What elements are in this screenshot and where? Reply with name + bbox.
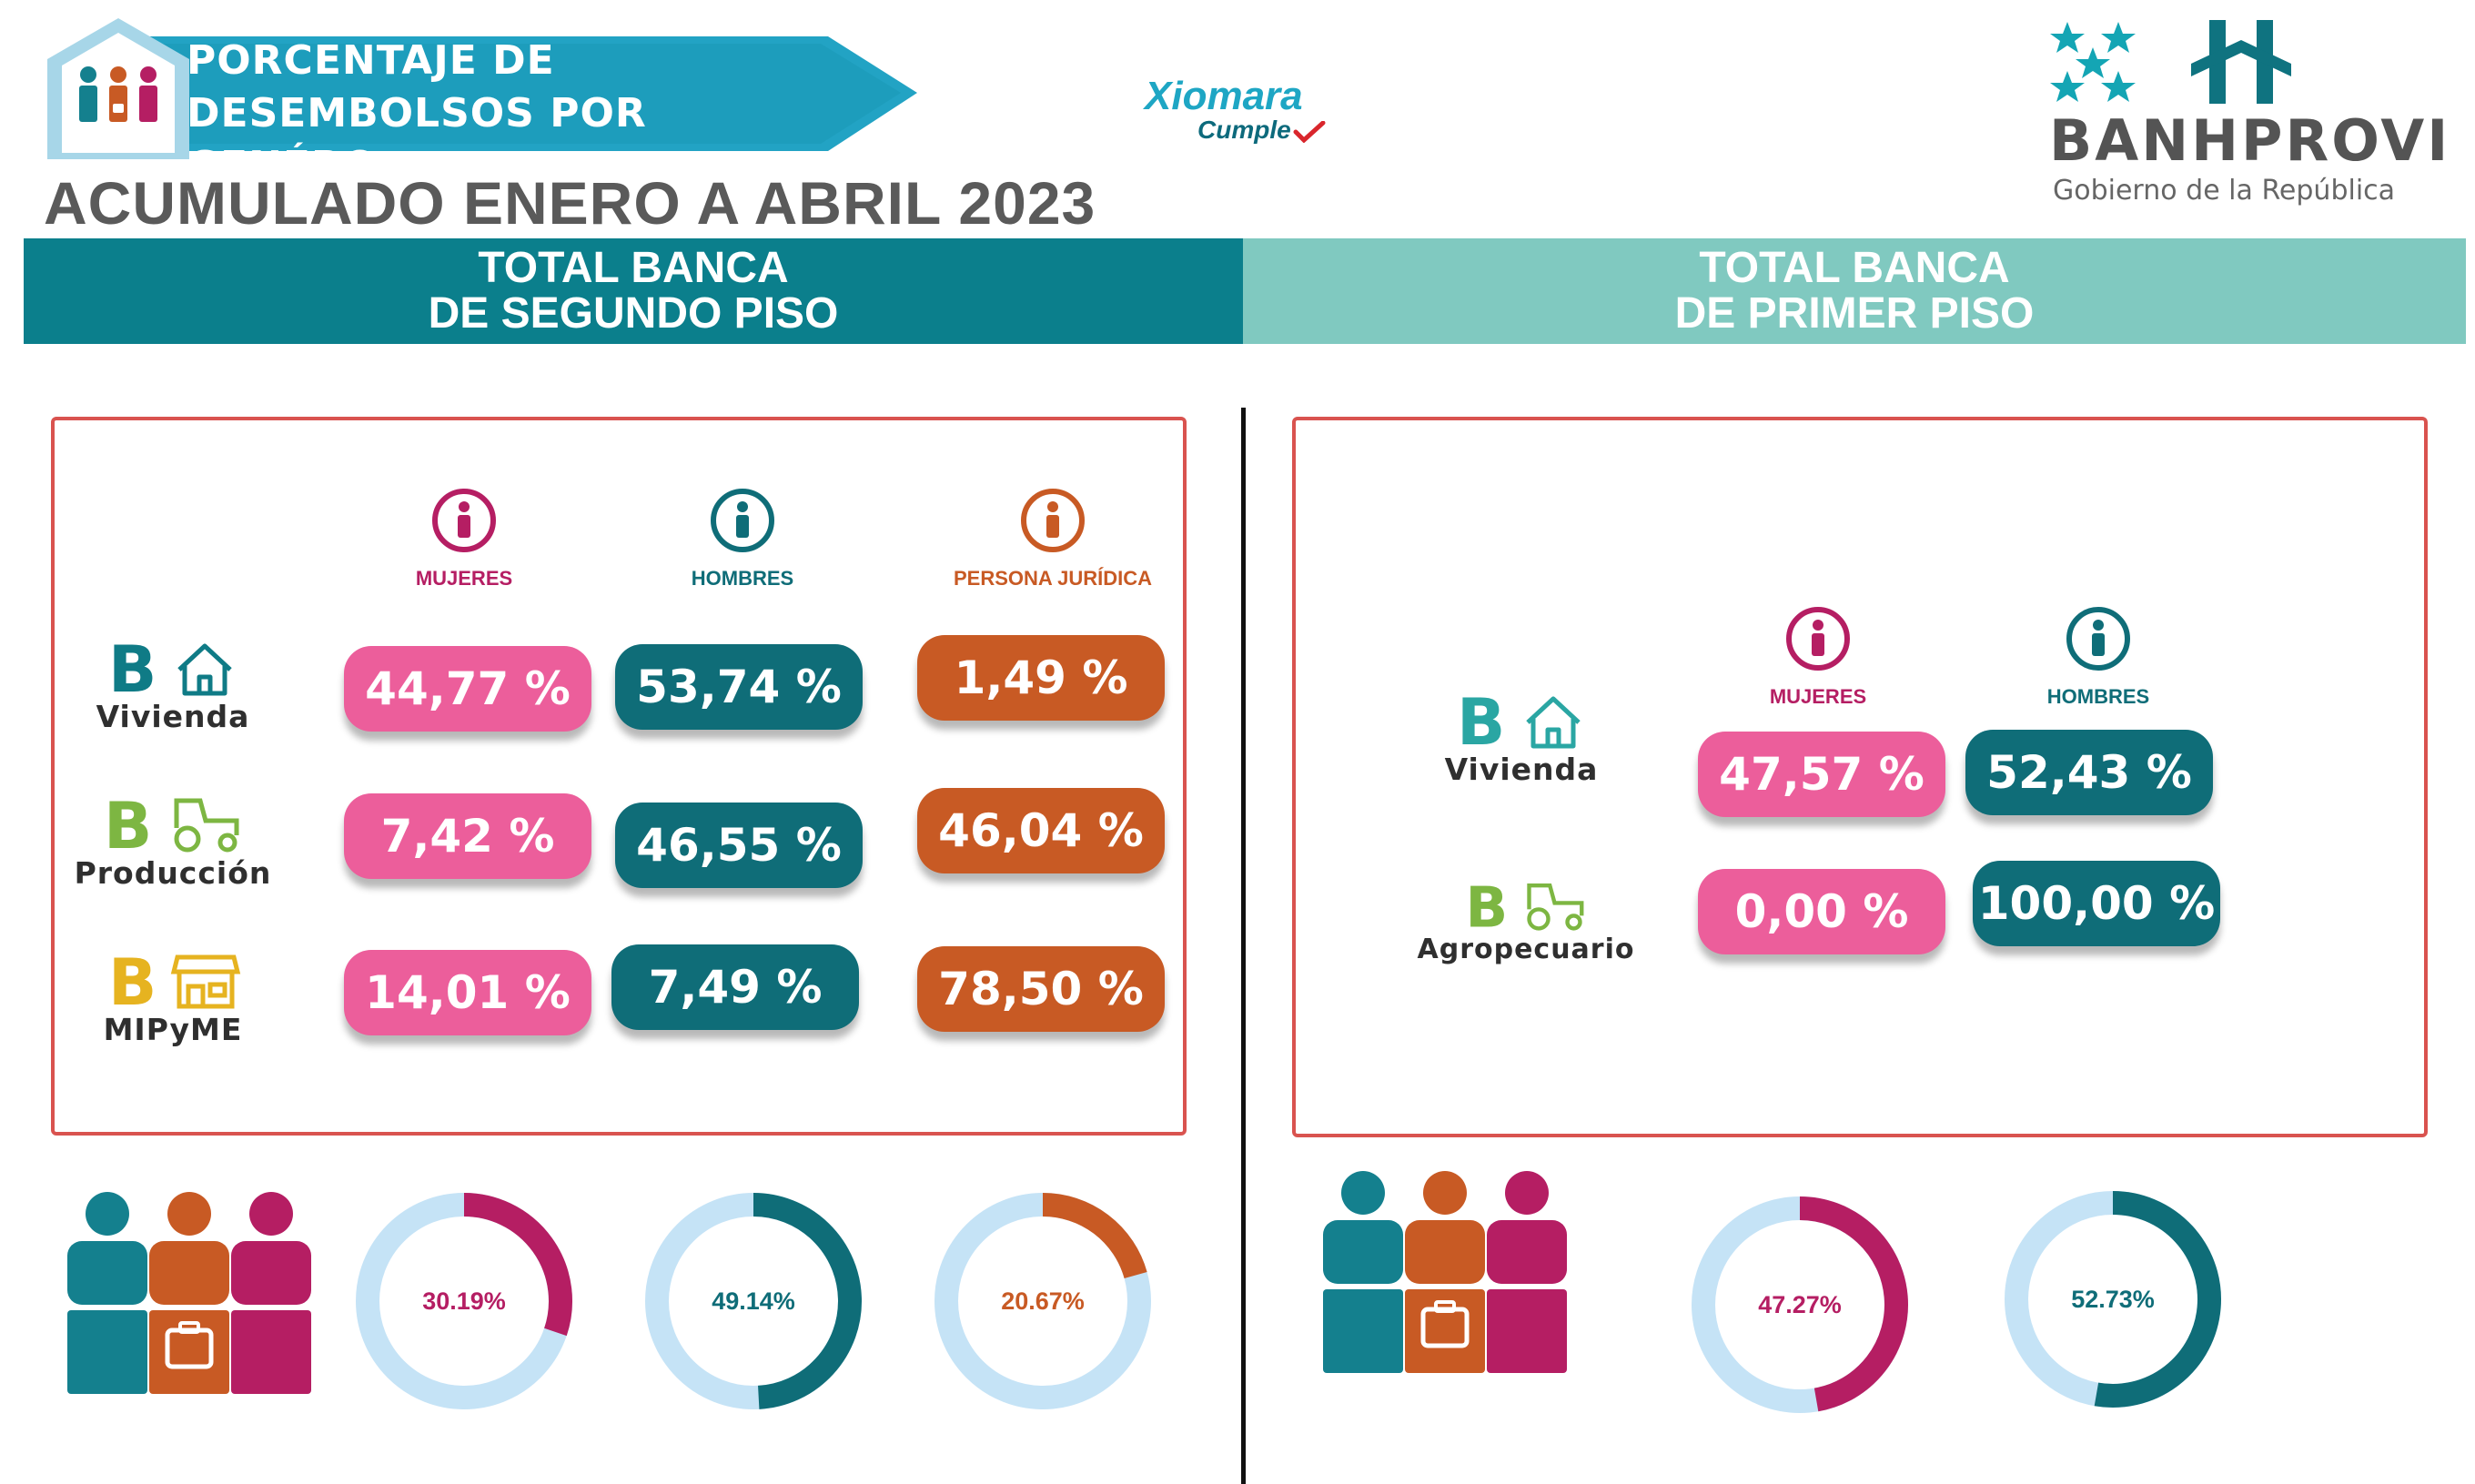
person-circle-icon <box>1021 489 1085 552</box>
table-panel-primer-piso <box>1292 417 2428 1137</box>
donut-mujeres-segundo-piso: 30.19% <box>346 1183 582 1419</box>
value-pill-agropecuario-mujeres: 0,00 % <box>1698 869 1945 954</box>
person-circle-icon <box>1786 607 1850 671</box>
value-pill-agropecuario-hombres: 100,00 % <box>1973 861 2220 946</box>
value-pill-vivienda-mujeres: 47,57 % <box>1698 732 1945 817</box>
section-left-line-2: DE SEGUNDO PISO <box>428 289 839 338</box>
donut-label: 20.67% <box>1001 1287 1085 1315</box>
person-circle-icon <box>432 489 496 552</box>
title-text: PORCENTAJE DE DESEMBOLSOS POR GENÉRO <box>187 35 842 193</box>
column-header-mujeres: MUJERES <box>346 487 582 591</box>
value-pill-vivienda-juridica: 1,49 % <box>917 635 1165 721</box>
period-subtitle: ACUMULADO ENERO A ABRIL 2023 <box>44 169 1096 237</box>
donut-arc-hombres <box>2094 1191 2221 1408</box>
donut-label: 30.19% <box>422 1287 506 1315</box>
column-header-hombres: HOMBRES <box>624 487 861 591</box>
value-pill-produccion-hombres: 46,55 % <box>615 803 863 888</box>
donut-hombres-segundo-piso: 49.14% <box>635 1183 872 1419</box>
xiomara-logo-line-2: Cumple <box>1197 116 1354 144</box>
donut-arc-mujeres <box>463 1193 572 1337</box>
donut-arc-mujeres <box>1799 1196 1908 1412</box>
title-line-2: DESEMBOLSOS POR GENÉRO <box>187 90 647 189</box>
xiomara-logo-line-1: Xiomara <box>1145 74 1303 118</box>
house-icon: B <box>108 637 232 697</box>
title-banner <box>47 18 917 159</box>
banhprovi-logo-name: BANHPROVI <box>2049 107 2451 174</box>
value-pill-vivienda-mujeres: 44,77 % <box>344 646 591 732</box>
svg-text:B: B <box>108 637 157 697</box>
column-header-mujeres: MUJERES <box>1700 605 1936 709</box>
svg-text:B: B <box>1457 690 1505 750</box>
category-produccion: B Producción <box>64 793 282 891</box>
section-header-primer-piso: TOTAL BANCA DE PRIMER PISO <box>1243 238 2466 344</box>
person-circle-icon <box>711 489 774 552</box>
value-pill-vivienda-hombres: 52,43 % <box>1965 730 2213 815</box>
person-circle-icon <box>2066 607 2130 671</box>
donut-mujeres-primer-piso: 47.27% <box>1682 1186 1918 1423</box>
tractor-icon: B <box>1466 879 1584 932</box>
category-label: MIPyME <box>103 1012 243 1047</box>
title-line-1: PORCENTAJE DE <box>187 37 555 84</box>
category-vivienda: B Vivienda <box>64 637 282 734</box>
value-pill-mipyme-juridica: 78,50 % <box>917 946 1165 1032</box>
category-label: Producción <box>74 855 272 891</box>
category-label: Agropecuario <box>1417 934 1635 965</box>
people-group-icon <box>67 1192 311 1394</box>
section-right-line-2: DE PRIMER PISO <box>1674 289 2035 338</box>
tractor-icon: B <box>104 793 239 853</box>
donut-arc-persona-jurídica <box>1042 1193 1147 1279</box>
value-pill-produccion-juridica: 46,04 % <box>917 788 1165 873</box>
checkmark-icon <box>1293 120 1326 144</box>
xiomara-cumple-logo: Xiomara Cumple <box>1145 76 1354 144</box>
shop-icon: B <box>108 950 241 1010</box>
house-icon: B <box>1457 690 1581 750</box>
donut-label: 47.27% <box>1758 1290 1842 1318</box>
category-mipyme: B MIPyME <box>64 950 282 1047</box>
column-header-persona-juridica: PERSONA JURÍDICA <box>921 487 1185 591</box>
donut-label: 52.73% <box>2071 1285 2155 1313</box>
donut-juridica-segundo-piso: 20.67% <box>924 1183 1161 1419</box>
svg-text:B: B <box>104 793 152 853</box>
section-left-line-1: TOTAL BANCA <box>478 244 789 292</box>
section-right-line-1: TOTAL BANCA <box>1699 244 2010 292</box>
banhprovi-emblem-icon <box>2050 20 2291 104</box>
donut-hombres-primer-piso: 52.73% <box>1995 1181 2231 1418</box>
value-pill-mipyme-hombres: 7,49 % <box>611 944 859 1030</box>
category-label: Vivienda <box>1444 752 1599 787</box>
category-label: Vivienda <box>96 699 250 734</box>
people-group-icon <box>1323 1171 1567 1373</box>
donut-label: 49.14% <box>712 1287 795 1315</box>
section-header-segundo-piso: TOTAL BANCA DE SEGUNDO PISO <box>24 238 1243 344</box>
vertical-divider <box>1241 408 1246 1484</box>
donut-arc-hombres <box>753 1193 862 1409</box>
svg-text:B: B <box>108 950 157 1010</box>
table-panel-segundo-piso <box>51 417 1187 1136</box>
value-pill-vivienda-hombres: 53,74 % <box>615 644 863 730</box>
category-vivienda: B Vivienda <box>1412 690 1631 787</box>
people-icon <box>79 66 157 122</box>
column-header-hombres: HOMBRES <box>1980 605 2217 709</box>
svg-text:B: B <box>1466 879 1509 932</box>
banhprovi-logo-subtitle: Gobierno de la República <box>2053 175 2396 207</box>
value-pill-mipyme-mujeres: 14,01 % <box>344 950 591 1035</box>
category-agropecuario: B Agropecuario <box>1412 879 1640 965</box>
value-pill-produccion-mujeres: 7,42 % <box>344 793 591 879</box>
